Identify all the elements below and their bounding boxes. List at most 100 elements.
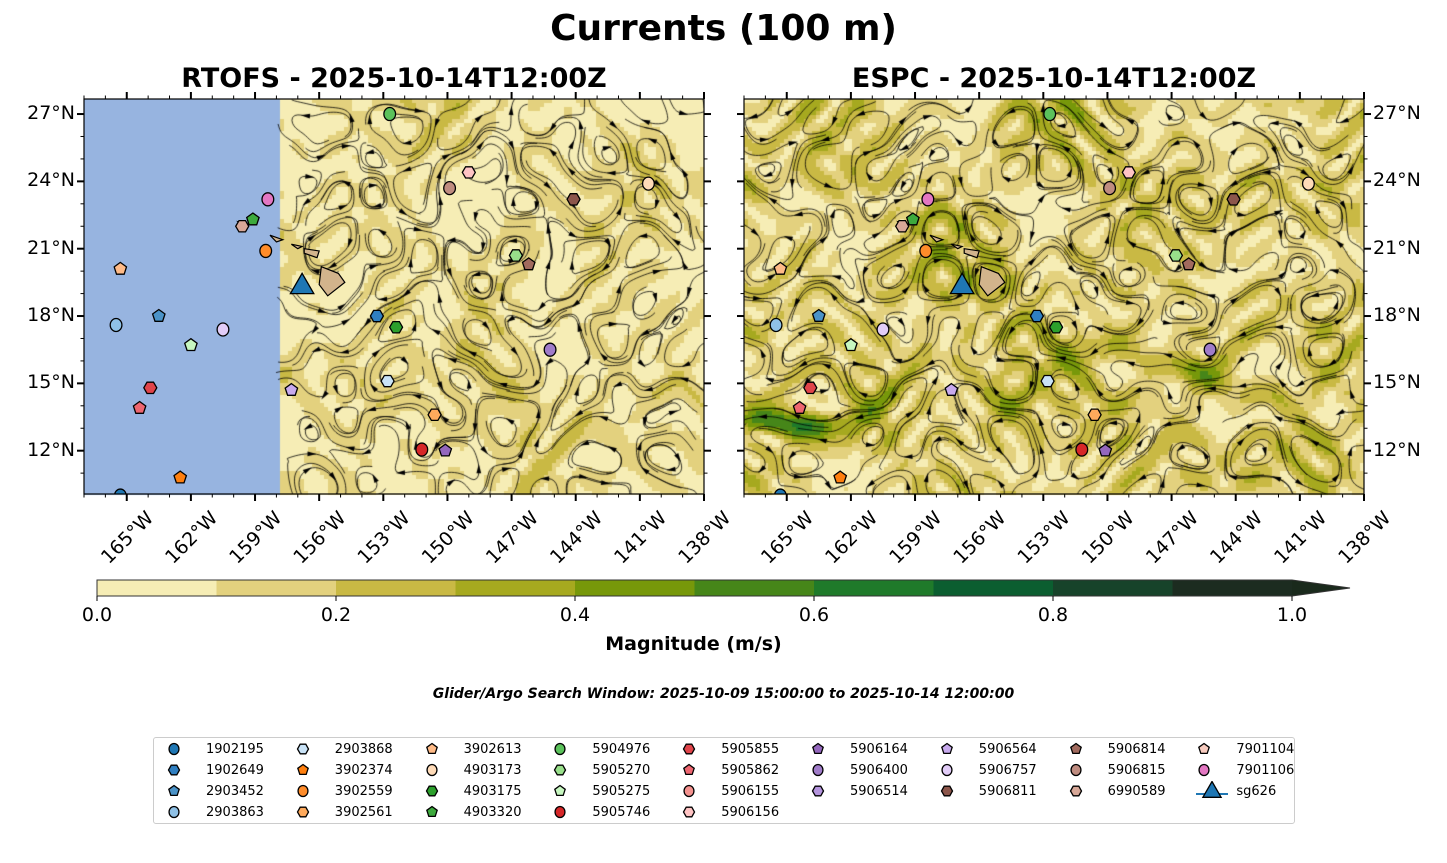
colorbar-tick-label: 0.0 xyxy=(81,604,113,626)
legend-marker xyxy=(296,763,309,776)
marker-2903452 xyxy=(151,308,166,322)
lon-tick-label: 147°W xyxy=(1142,507,1203,568)
lon-tick-label: 156°W xyxy=(289,507,350,568)
marker-5906757 xyxy=(216,322,230,337)
legend-label: 5906156 xyxy=(721,804,780,820)
legend-label: 5904976 xyxy=(592,741,651,757)
lat-tick-label: 15°N xyxy=(27,371,75,394)
marker-3902374 xyxy=(173,470,188,484)
lon-tick-label: 144°W xyxy=(546,507,607,568)
marker-5906814 xyxy=(1181,257,1196,271)
lat-tick-label: 12°N xyxy=(1373,438,1421,461)
island-land xyxy=(291,243,304,250)
legend-item-4903173: 4903173 xyxy=(422,760,522,780)
colorbar-bin xyxy=(814,580,934,596)
map-frame xyxy=(743,98,1365,495)
circle-marker-icon xyxy=(554,742,566,756)
legend-label: 5906400 xyxy=(850,762,908,778)
marker-4903320 xyxy=(245,212,260,226)
pentagon-marker-icon xyxy=(1069,742,1082,755)
legend-marker xyxy=(940,742,953,755)
legend-marker xyxy=(425,785,438,797)
marker-5906757 xyxy=(876,322,890,337)
legend-item-5905275: 5905275 xyxy=(550,781,650,801)
map-frame xyxy=(83,98,705,495)
marker-5905275 xyxy=(843,337,858,352)
legend-item-6990589: 6990589 xyxy=(1066,781,1166,801)
marker-sg626 xyxy=(289,271,315,295)
colorbar-bin xyxy=(1172,580,1293,596)
legend-label: 5906814 xyxy=(1107,741,1166,757)
legend-label: 3902374 xyxy=(334,762,393,778)
colorbar-bin xyxy=(933,580,1054,596)
hexagon-marker-icon xyxy=(554,764,567,776)
lat-tick-label: 27°N xyxy=(27,102,75,125)
marker-5906564 xyxy=(284,382,299,396)
legend-label: 2903868 xyxy=(334,741,393,757)
lon-tick-label: 165°W xyxy=(97,507,158,568)
marker-3902559 xyxy=(919,243,933,259)
marker-3902559 xyxy=(259,243,273,259)
legend-item-sg626: sg626 xyxy=(1194,781,1276,801)
legend-label: 5906811 xyxy=(978,783,1037,799)
legend-marker xyxy=(296,743,310,755)
legend-label: 7901106 xyxy=(1236,762,1295,778)
legend-marker xyxy=(554,742,566,756)
marker-5906164 xyxy=(438,443,453,457)
legend-item-7901106: 7901106 xyxy=(1194,760,1294,780)
legend-marker xyxy=(940,785,954,797)
marker-5906156 xyxy=(1121,166,1137,179)
legend-item-5906814: 5906814 xyxy=(1066,739,1166,759)
marker-5905862 xyxy=(792,400,807,414)
lon-tick-label: 165°W xyxy=(757,507,818,568)
legend-item-5906564: 5906564 xyxy=(937,739,1037,759)
map-panel-rtofs: 165°W 162°W 159°W 156°W 153°W 150°W 147°W 144°W… xyxy=(77,92,735,568)
hexagon-marker-icon xyxy=(425,785,438,797)
legend-item-1902649: 1902649 xyxy=(164,760,264,780)
legend-label: 5905270 xyxy=(592,762,651,778)
pentagon-marker-icon xyxy=(425,742,438,755)
marker-5906811 xyxy=(566,193,581,206)
legend-item-5906811: 5906811 xyxy=(937,781,1037,801)
lat-tick-label: 15°N xyxy=(1373,371,1421,394)
marker-1902649 xyxy=(1029,309,1045,323)
legend-marker xyxy=(812,742,824,755)
island-land xyxy=(963,247,980,259)
legend-label: 3902561 xyxy=(334,804,393,820)
circle-marker-icon xyxy=(425,763,438,777)
colorbar-tick-label: 0.4 xyxy=(559,604,591,626)
marker-sg626 xyxy=(949,271,975,295)
legend: 1902195 1902649 2903452 2903863 2903868 39023… xyxy=(153,737,1295,824)
legend-label: 5905855 xyxy=(721,741,780,757)
legend-item-5906156: 5906156 xyxy=(679,802,779,822)
colorbar-bin xyxy=(97,580,217,596)
legend-label: 4903320 xyxy=(463,804,522,820)
legend-label: 7901104 xyxy=(1236,741,1295,757)
colorbar xyxy=(96,579,1351,601)
legend-marker xyxy=(1198,763,1210,777)
marker-5905746 xyxy=(415,442,429,457)
colorbar-tick-label: 0.2 xyxy=(320,604,352,626)
legend-marker xyxy=(812,763,824,777)
map-panel-espc: 165°W 162°W 159°W 156°W 153°W 150°W 147°W 144°W… xyxy=(737,92,1395,568)
pentagon-marker-icon xyxy=(425,805,438,818)
legend-marker xyxy=(1198,742,1211,755)
legend-label: 5906815 xyxy=(1107,762,1166,778)
marker-4903320 xyxy=(905,212,920,226)
marker-5905862 xyxy=(132,400,147,414)
circle-marker-icon xyxy=(297,784,309,798)
island-land xyxy=(303,247,320,259)
circle-marker-icon xyxy=(812,763,824,777)
legend-item-3902561: 3902561 xyxy=(293,802,393,822)
marker-3902374 xyxy=(833,470,848,484)
legend-marker xyxy=(296,806,310,818)
legend-item-2903863: 2903863 xyxy=(164,802,264,822)
circle-marker-icon xyxy=(1198,763,1210,777)
circle-marker-icon xyxy=(683,784,695,798)
colorbar-tick-label: 0.6 xyxy=(798,604,830,626)
legend-marker xyxy=(683,763,696,776)
legend-marker xyxy=(425,742,438,755)
marker-5906814 xyxy=(521,257,536,271)
